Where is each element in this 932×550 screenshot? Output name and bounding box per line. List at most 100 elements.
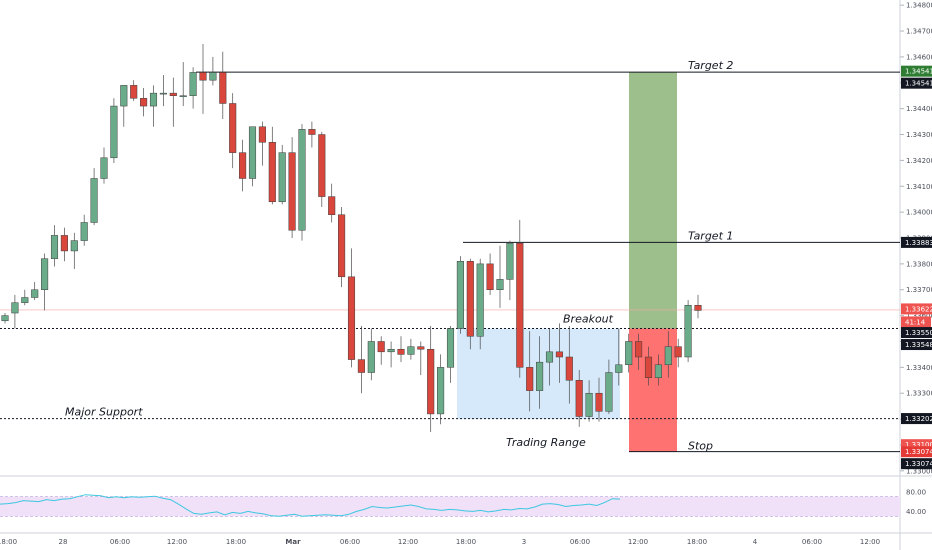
price-badge bbox=[901, 236, 932, 248]
candle-body bbox=[466, 261, 474, 337]
candle-body bbox=[565, 356, 573, 381]
price-badge-label: 1.33622 bbox=[905, 305, 932, 313]
candle-body bbox=[625, 341, 633, 366]
time-tick-label: 06:00 bbox=[570, 538, 590, 546]
trading-range-label: Trading Range bbox=[506, 436, 586, 449]
candle-body bbox=[288, 152, 296, 231]
time-tick-label: 06:00 bbox=[802, 538, 822, 546]
price-badge bbox=[901, 316, 931, 328]
candle-body bbox=[1, 315, 9, 322]
price-tick-label: 1.33300 bbox=[906, 390, 932, 398]
candle-body bbox=[100, 157, 108, 179]
time-tick-label: Mar bbox=[285, 538, 301, 546]
price-badge-label: 41:14 bbox=[905, 318, 926, 326]
price-tick-label: 1.33800 bbox=[906, 260, 932, 268]
candle-body bbox=[209, 72, 217, 81]
candle-body bbox=[338, 214, 346, 278]
candle-body bbox=[31, 289, 39, 298]
price-badge-label: 1.34541 bbox=[905, 80, 932, 88]
time-axis: 18:00 28 06:00 12:00 18:00 Mar 06:00 12:00 18:00… bbox=[0, 538, 880, 546]
time-tick-label: 18:00 bbox=[687, 538, 707, 546]
price-badge bbox=[901, 458, 932, 470]
rsi-band bbox=[0, 496, 900, 517]
price-badge-label: 1.33074 bbox=[905, 460, 932, 468]
candle-body bbox=[169, 92, 177, 96]
candle-body bbox=[149, 92, 158, 107]
price-tick-label: 1.34200 bbox=[906, 157, 932, 165]
candle-body bbox=[11, 302, 19, 314]
candle-body bbox=[506, 242, 514, 280]
candle-body bbox=[90, 178, 98, 223]
candle-body bbox=[50, 235, 59, 259]
time-tick-label: 18:00 bbox=[0, 538, 17, 546]
candle-body bbox=[258, 126, 266, 143]
candle-body bbox=[140, 98, 148, 107]
candle-body bbox=[387, 348, 395, 353]
candle-body bbox=[437, 367, 445, 415]
candle-body bbox=[674, 346, 682, 358]
candle-body bbox=[654, 364, 662, 378]
price-badge bbox=[901, 65, 932, 77]
rsi-tick-label: 40.00 bbox=[906, 508, 926, 516]
price-tick-label: 1.34400 bbox=[906, 105, 932, 113]
candle-body bbox=[496, 279, 504, 290]
candle-body bbox=[417, 346, 425, 350]
major-support-label: Major Support bbox=[65, 406, 143, 419]
breakout-label: Breakout bbox=[563, 313, 614, 326]
candle-body bbox=[308, 129, 316, 135]
price-axis: 1.348001.347001.346001.345001.344001.343… bbox=[900, 2, 932, 475]
time-tick-label: 12:00 bbox=[860, 538, 880, 546]
candle-body bbox=[268, 142, 276, 203]
price-tick-label: 1.34000 bbox=[906, 209, 932, 217]
stop-label: Stop bbox=[688, 440, 713, 453]
rsi-line bbox=[0, 494, 621, 517]
price-tick-label: 1.33000 bbox=[906, 467, 932, 475]
candle-body bbox=[476, 263, 484, 337]
candle-body bbox=[694, 305, 702, 311]
time-tick-label: 4 bbox=[753, 538, 758, 546]
candle-body bbox=[179, 95, 187, 97]
candle-body bbox=[199, 72, 207, 81]
price-badge-label: 1.33548 bbox=[905, 341, 932, 349]
candle-body bbox=[585, 392, 593, 417]
level-lines bbox=[0, 71, 900, 453]
candle-body bbox=[644, 356, 653, 378]
candle-body bbox=[229, 103, 237, 153]
candle-body bbox=[407, 346, 415, 355]
annotation-labels: Target 2 Target 1 Breakout Major Support Sto… bbox=[65, 59, 733, 453]
candle-body bbox=[239, 152, 247, 179]
time-tick-label: 12:00 bbox=[628, 538, 648, 546]
candle-body bbox=[635, 341, 643, 358]
price-badge bbox=[901, 446, 932, 458]
target-1-label: Target 1 bbox=[688, 229, 733, 242]
price-tick-label: 1.33400 bbox=[906, 364, 932, 372]
candle-body bbox=[367, 341, 375, 373]
candle-body bbox=[80, 222, 88, 241]
candle-body bbox=[555, 351, 563, 358]
candle-body bbox=[427, 348, 435, 415]
candle-body bbox=[248, 126, 257, 179]
price-tick-label: 1.34700 bbox=[906, 28, 932, 36]
price-badge-label: 1.33202 bbox=[905, 415, 932, 423]
candle-body bbox=[536, 361, 544, 391]
candle-body bbox=[516, 242, 524, 368]
time-tick-label: 12:00 bbox=[398, 538, 418, 546]
candle-body bbox=[120, 85, 128, 107]
candle-body bbox=[130, 85, 138, 99]
candle-body bbox=[575, 380, 583, 417]
candle-body bbox=[664, 346, 672, 366]
candle-body bbox=[357, 359, 365, 373]
candle-body bbox=[486, 263, 494, 290]
candle-body bbox=[110, 105, 118, 159]
candle-body bbox=[219, 72, 227, 104]
price-tick-label: 1.34100 bbox=[906, 183, 932, 191]
price-tick-label: 1.33700 bbox=[906, 286, 932, 294]
candle-body bbox=[60, 235, 68, 252]
time-tick-label: 06:00 bbox=[340, 538, 360, 546]
candle-body bbox=[615, 364, 623, 373]
candle-body bbox=[41, 258, 49, 290]
price-badge bbox=[901, 439, 932, 451]
time-tick-label: 18:00 bbox=[226, 538, 246, 546]
